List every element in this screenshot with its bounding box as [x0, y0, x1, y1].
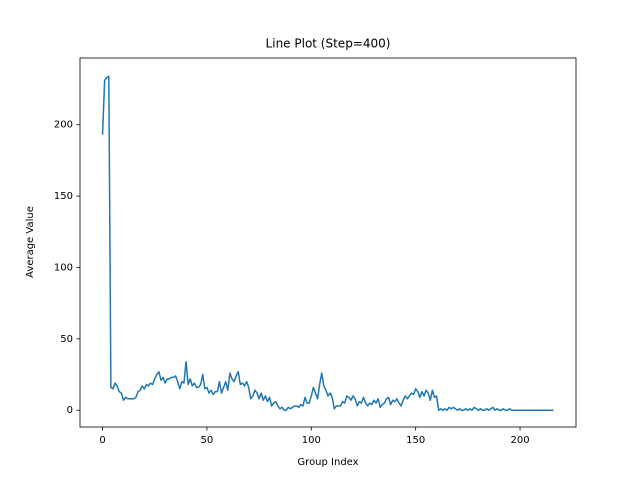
- axes-frame: [79, 57, 577, 428]
- y-tick-label: 100: [54, 262, 73, 273]
- x-tick-label: 50: [201, 435, 214, 446]
- x-axis-label: Group Index: [297, 457, 358, 468]
- data-line: [101, 75, 554, 411]
- x-tick-label: 100: [302, 435, 321, 446]
- x-tick-label: 150: [406, 435, 425, 446]
- y-tick-label: 0: [67, 405, 73, 416]
- x-tick-label: 200: [511, 435, 530, 446]
- y-tick-label: 50: [60, 334, 73, 345]
- x-tick-label: 0: [99, 435, 105, 446]
- y-tick-label: 200: [54, 120, 73, 131]
- y-axis-label: Average Value: [25, 206, 36, 278]
- chart-title: Line Plot (Step=400): [266, 37, 391, 51]
- y-tick-label: 150: [54, 191, 73, 202]
